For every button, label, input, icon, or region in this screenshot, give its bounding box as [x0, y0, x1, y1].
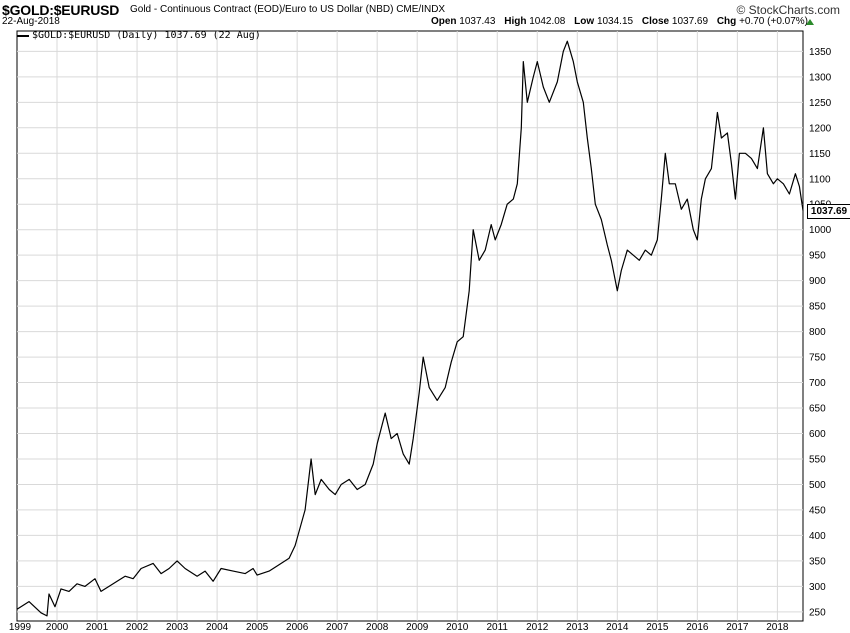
open-label: Open: [430, 16, 457, 27]
low-label: Low: [574, 16, 595, 27]
close-label: Close: [641, 16, 670, 27]
chart-date: 22-Aug-2018: [2, 16, 60, 27]
y-tick-label: 550: [809, 454, 826, 465]
legend-text: $GOLD:$EURUSD (Daily) 1037.69 (22 Aug): [32, 30, 261, 41]
x-tick-label: 2002: [126, 622, 149, 633]
y-tick-label: 950: [809, 251, 826, 262]
x-tick-label: 2018: [766, 622, 789, 633]
price-line: [16, 40, 804, 617]
y-tick-label: 1200: [809, 123, 832, 134]
x-tick-label: 2000: [46, 622, 69, 633]
y-tick-label: 600: [809, 429, 826, 440]
y-tick-label: 1250: [809, 98, 832, 109]
y-tick-label: 650: [809, 404, 826, 415]
plot-area: [16, 30, 804, 622]
x-tick-label: 2013: [566, 622, 589, 633]
y-tick-label: 850: [809, 302, 826, 313]
y-tick-label: 250: [809, 607, 826, 618]
x-tick-label: 2017: [726, 622, 749, 633]
y-axis: 250 300 350 400 450 500 550 600 650 700 750 800 850 9…: [809, 47, 832, 618]
y-tick-label: 800: [809, 327, 826, 338]
y-tick-label: 350: [809, 556, 826, 567]
close-value: 1037.69: [671, 16, 709, 27]
x-tick-label: 2001: [86, 622, 109, 633]
high-label: High: [504, 16, 527, 27]
y-tick-label: 450: [809, 505, 826, 516]
chart-symbol: $GOLD:$EURUSD: [2, 2, 120, 18]
x-axis: 1999 2000 2001 2002 2003 2004 2005 2006 2007 2008…: [9, 622, 789, 633]
chg-label: Chg: [716, 16, 737, 27]
y-tick-label: 1100: [809, 174, 831, 185]
x-tick-label: 2005: [246, 622, 269, 633]
x-tick-label: 2011: [486, 622, 508, 633]
y-tick-label: 300: [809, 582, 826, 593]
x-tick-label: 1999: [9, 622, 32, 633]
x-tick-label: 2008: [366, 622, 389, 633]
y-tick-label: 1300: [809, 72, 832, 83]
y-tick-label: 400: [809, 531, 826, 542]
chg-value: +0.70 (+0.07%): [739, 16, 808, 27]
y-tick-label: 500: [809, 480, 826, 491]
x-tick-label: 2009: [406, 622, 429, 633]
open-value: 1037.43: [459, 16, 496, 27]
x-tick-label: 2010: [446, 622, 469, 633]
x-tick-label: 2012: [526, 622, 549, 633]
x-tick-label: 2015: [646, 622, 669, 633]
y-tick-label: 900: [809, 276, 826, 287]
grid-lines: [17, 31, 803, 621]
series-legend: $GOLD:$EURUSD (Daily) 1037.69 (22 Aug): [17, 30, 261, 41]
up-arrow-icon: [806, 19, 814, 25]
x-tick-label: 2007: [326, 622, 349, 633]
x-tick-label: 2016: [686, 622, 709, 633]
ohlc-summary: Open 1037.43 High 1042.08 Low 1034.15 Cl…: [425, 16, 808, 27]
high-value: 1042.08: [529, 16, 566, 27]
legend-swatch: [17, 34, 29, 37]
x-tick-label: 2004: [206, 622, 229, 633]
y-tick-label: 1150: [809, 149, 831, 160]
chart-header: $GOLD:$EURUSD Gold - Continuous Contract…: [0, 0, 850, 30]
last-value-tag: 1037.69: [807, 203, 850, 219]
y-tick-label: 1350: [809, 47, 832, 58]
low-value: 1034.15: [596, 16, 634, 27]
y-tick-label: 750: [809, 353, 826, 364]
x-tick-label: 2003: [166, 622, 189, 633]
y-tick-label: 1000: [809, 225, 832, 236]
x-tick-label: 2006: [286, 622, 309, 633]
x-tick-label: 2014: [606, 622, 629, 633]
chart-description: Gold - Continuous Contract (EOD)/Euro to…: [130, 4, 446, 15]
brand-logo: © StockCharts.com: [736, 3, 840, 17]
y-tick-label: 700: [809, 378, 826, 389]
